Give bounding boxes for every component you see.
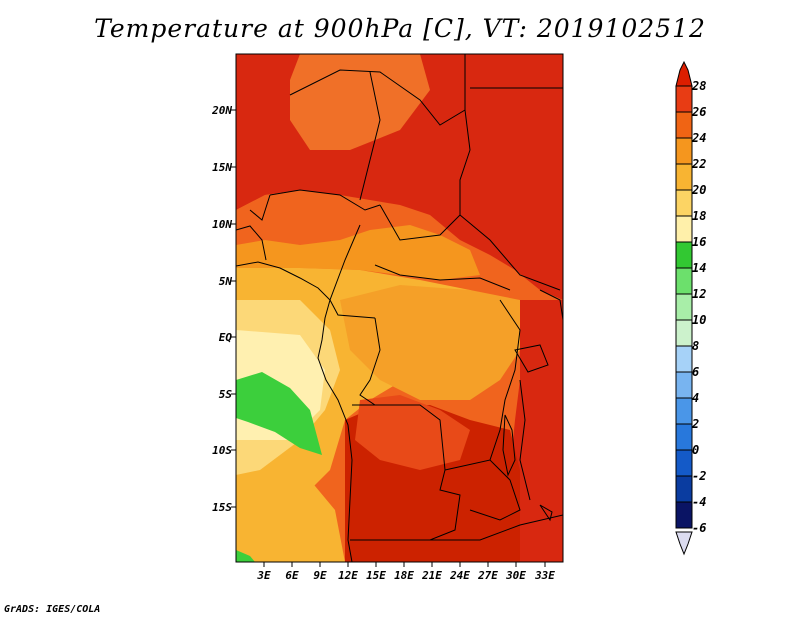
colorbar-label: 26: [692, 105, 707, 119]
colorbar-label: 14: [692, 261, 707, 275]
colorbar-label: -6: [692, 521, 707, 535]
border-angola: [350, 404, 461, 541]
colorbar-box: [675, 163, 693, 191]
border-west-1: [236, 225, 267, 261]
lake-victoria: [514, 344, 549, 373]
colorbar-box: [675, 449, 693, 477]
lake-tanganyika: [502, 414, 516, 477]
colorbar-box: [675, 475, 693, 503]
colorbar-box: [675, 293, 693, 321]
field-14-green: [236, 372, 322, 455]
colorbar-label: 12: [692, 287, 707, 301]
lat-label: EQ: [218, 331, 232, 344]
colorbar-box: [675, 423, 693, 451]
colorbar-box: [675, 189, 693, 217]
colorbar-label: 16: [692, 235, 707, 249]
lon-label: 30E: [506, 569, 526, 582]
colorbar-label: 2: [692, 417, 700, 431]
colorbar-box: [675, 397, 693, 425]
colorbar-box: [675, 345, 693, 373]
lon-label: 24E: [450, 569, 470, 582]
lon-label: 12E: [338, 569, 358, 582]
lon-label: 9E: [313, 569, 327, 582]
border-north-3: [359, 71, 381, 201]
lat-label: 5S: [218, 388, 232, 401]
plot-frame: [235, 53, 564, 563]
lat-label: 10S: [212, 444, 232, 457]
temperature-field: [236, 54, 563, 562]
lat-label: 15S: [212, 501, 232, 514]
lat-label: 10N: [212, 218, 232, 231]
colorbar-box: [675, 215, 693, 243]
border-horn: [539, 289, 563, 321]
colorbar-top-triangle: [675, 60, 693, 87]
border-lake-east: [519, 379, 531, 501]
colorbar-box: [675, 267, 693, 295]
field-north-22: [236, 225, 480, 280]
lat-label: 20N: [212, 104, 232, 117]
colorbar-label: 20: [692, 183, 707, 197]
colorbar-box: [675, 137, 693, 165]
colorbar-label: 4: [692, 391, 700, 405]
border-zambia: [444, 459, 521, 521]
field-sw-corner-green: [236, 550, 255, 562]
colorbar-bottom-triangle: [675, 531, 693, 556]
axis-ticks: [231, 109, 546, 567]
colorbar-box: [675, 371, 693, 399]
colorbar-box: [675, 501, 693, 529]
coastline-west: [236, 261, 353, 562]
lon-label: 33E: [535, 569, 555, 582]
country-borders: [236, 54, 563, 562]
lon-label: 15E: [366, 569, 386, 582]
lat-label: 5N: [218, 275, 232, 288]
colorbar-label: 24: [692, 131, 707, 145]
chart-title: Temperature at 900hPa [C], VT: 201910251…: [94, 14, 706, 43]
border-car: [374, 264, 511, 291]
colorbar-label: 0: [692, 443, 700, 457]
colorbar-label: 6: [692, 365, 700, 379]
border-west-2: [249, 194, 271, 221]
lon-label: 21E: [422, 569, 442, 582]
border-drc-east: [489, 299, 521, 461]
colorbar-box: [675, 85, 693, 113]
lake-malawi: [539, 504, 553, 522]
border-nigeria: [269, 189, 381, 211]
colorbar-box: [675, 319, 693, 347]
colorbar-box: [675, 241, 693, 269]
lon-label: 6E: [285, 569, 299, 582]
grads-credit: GrADS: IGES/COLA: [4, 604, 101, 615]
field-sw-coast: [236, 470, 345, 562]
field-south-24: [355, 395, 470, 470]
border-sudan: [459, 214, 561, 291]
lon-label: 27E: [478, 569, 498, 582]
colorbar-label: -4: [692, 495, 707, 509]
colorbar-label: 28: [692, 79, 707, 93]
lon-label: 18E: [394, 569, 414, 582]
colorbar-boxes: [675, 85, 693, 529]
colorbar-label: -2: [692, 469, 707, 483]
field-central-22: [340, 285, 520, 400]
colorbar-box: [675, 111, 693, 139]
border-cameroon: [329, 224, 376, 319]
lon-label: 3E: [257, 569, 271, 582]
lat-label: 15N: [212, 161, 232, 174]
border-south: [430, 514, 563, 541]
colorbar-label: 8: [692, 339, 700, 353]
colorbar-label: 22: [692, 157, 707, 171]
colorbar: [675, 60, 693, 556]
colorbar-label: 10: [692, 313, 707, 327]
colorbar-label: 18: [692, 209, 707, 223]
